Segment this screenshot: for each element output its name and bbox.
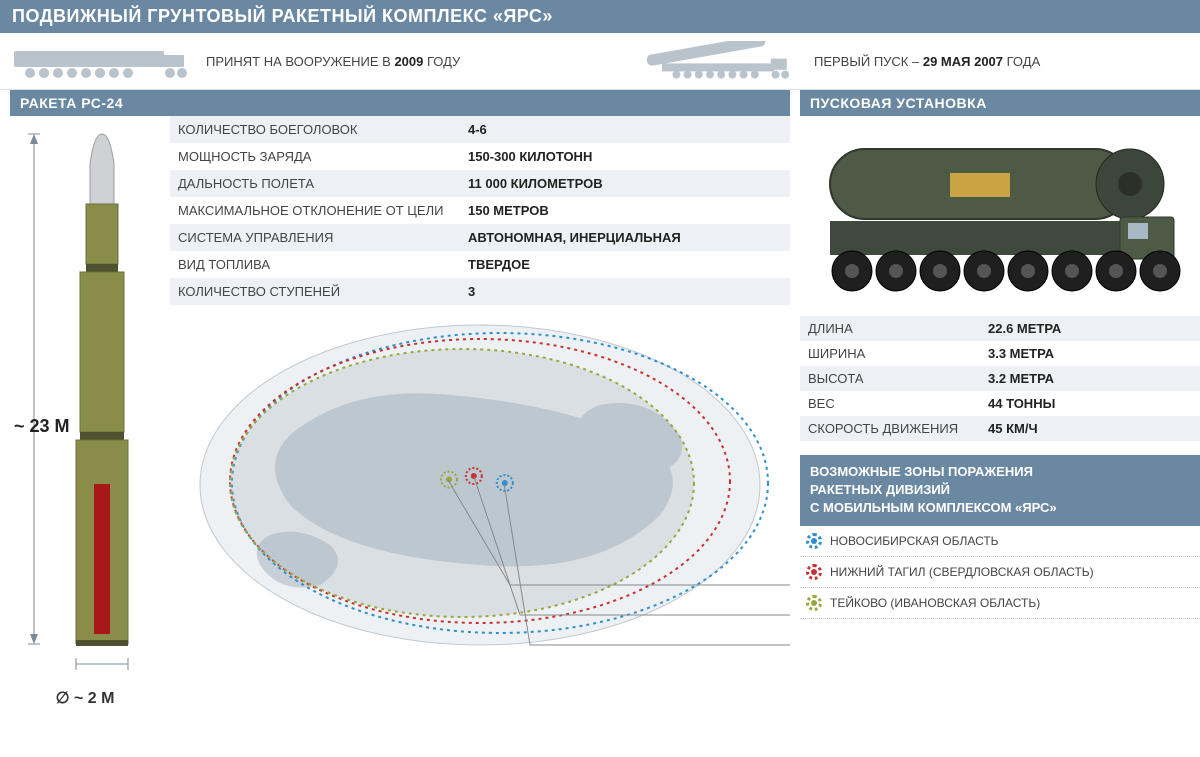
- launcher-spec-row: ВЕС44 ТОННЫ: [800, 391, 1200, 416]
- launcher-spec-row: ШИРИНА3.3 МЕТРА: [800, 341, 1200, 366]
- first-launch-date: 29 МАЯ 2007: [923, 54, 1003, 69]
- spec-value: 3.3 МЕТРА: [988, 346, 1192, 361]
- spec-key: МОЩНОСТЬ ЗАРЯДА: [178, 149, 468, 164]
- spec-key: СИСТЕМА УПРАВЛЕНИЯ: [178, 230, 468, 245]
- spec-key: ДАЛЬНОСТЬ ПОЛЕТА: [178, 176, 468, 191]
- first-launch-text: ПЕРВЫЙ ПУСК – 29 МАЯ 2007 ГОДА: [814, 54, 1040, 69]
- adopted-suffix: ГОДУ: [423, 54, 460, 69]
- adopted-prefix: ПРИНЯТ НА ВООРУЖЕНИЕ В: [206, 54, 394, 69]
- zones-legend: НОВОСИБИРСКАЯ ОБЛАСТЬ НИЖНИЙ ТАГИЛ (СВЕРД…: [800, 526, 1200, 619]
- legend-row: ТЕЙКОВО (ИВАНОВСКАЯ ОБЛАСТЬ): [800, 588, 1200, 619]
- legend-row: НОВОСИБИРСКАЯ ОБЛАСТЬ: [800, 526, 1200, 557]
- truck-silhouette-raised-icon: [620, 41, 800, 81]
- missile-specs-and-map: КОЛИЧЕСТВО БОЕГОЛОВОК4-6МОЩНОСТЬ ЗАРЯДА1…: [170, 116, 790, 708]
- adopted-text: ПРИНЯТ НА ВООРУЖЕНИЕ В 2009 ГОДУ: [206, 54, 460, 69]
- missile-section-header: РАКЕТА РС-24: [10, 90, 790, 116]
- truck-silhouette-deployed-icon: [12, 41, 192, 81]
- launcher-spec-row: СКОРОСТЬ ДВИЖЕНИЯ45 КМ/Ч: [800, 416, 1200, 441]
- launcher-vehicle-image: [800, 116, 1200, 316]
- spec-value: 22.6 МЕТРА: [988, 321, 1192, 336]
- spec-key: ВИД ТОПЛИВА: [178, 257, 468, 272]
- spec-key: МАКСИМАЛЬНОЕ ОТКЛОНЕНИЕ ОТ ЦЕЛИ: [178, 203, 468, 218]
- launcher-spec-table: ДЛИНА22.6 МЕТРАШИРИНА3.3 МЕТРАВЫСОТА3.2 …: [800, 316, 1200, 441]
- spec-value: 3: [468, 284, 782, 299]
- spec-value: 3.2 МЕТРА: [988, 371, 1192, 386]
- first-launch-block: ПЕРВЫЙ ПУСК – 29 МАЯ 2007 ГОДА: [620, 41, 1188, 81]
- adopted-year: 2009: [394, 54, 423, 69]
- spec-key: КОЛИЧЕСТВО СТУПЕНЕЙ: [178, 284, 468, 299]
- spec-key: СКОРОСТЬ ДВИЖЕНИЯ: [808, 421, 988, 436]
- spec-value: 150 МЕТРОВ: [468, 203, 782, 218]
- missile-height-label: ~ 23 М: [14, 416, 70, 437]
- page-title-band: ПОДВИЖНЫЙ ГРУНТОВЫЙ РАКЕТНЫЙ КОМПЛЕКС «Я…: [0, 0, 1200, 33]
- zones-header-line: ВОЗМОЖНЫЕ ЗОНЫ ПОРАЖЕНИЯ: [810, 463, 1190, 481]
- legend-label: ТЕЙКОВО (ИВАНОВСКАЯ ОБЛАСТЬ): [830, 596, 1040, 610]
- legend-dot-icon: [806, 595, 822, 611]
- missile-spec-row: МАКСИМАЛЬНОЕ ОТКЛОНЕНИЕ ОТ ЦЕЛИ150 МЕТРО…: [170, 197, 790, 224]
- legend-label: НИЖНИЙ ТАГИЛ (СВЕРДЛОВСКАЯ ОБЛАСТЬ): [830, 565, 1094, 579]
- launcher-vehicle-icon: [810, 121, 1190, 311]
- spec-value: ТВЕРДОЕ: [468, 257, 782, 272]
- legend-dot-icon: [806, 564, 822, 580]
- missile-spec-row: КОЛИЧЕСТВО СТУПЕНЕЙ3: [170, 278, 790, 305]
- legend-row: НИЖНИЙ ТАГИЛ (СВЕРДЛОВСКАЯ ОБЛАСТЬ): [800, 557, 1200, 588]
- zones-header-line: С МОБИЛЬНЫМ КОМПЛЕКСОМ «ЯРС»: [810, 499, 1190, 517]
- spec-value: 4-6: [468, 122, 782, 137]
- first-launch-suffix: ГОДА: [1003, 54, 1040, 69]
- spec-key: ШИРИНА: [808, 346, 988, 361]
- missile-spec-table: КОЛИЧЕСТВО БОЕГОЛОВОК4-6МОЩНОСТЬ ЗАРЯДА1…: [170, 116, 790, 305]
- top-meta-row: ПРИНЯТ НА ВООРУЖЕНИЕ В 2009 ГОДУ ПЕРВЫЙ …: [0, 33, 1200, 90]
- launcher-spec-row: ВЫСОТА3.2 МЕТРА: [800, 366, 1200, 391]
- spec-key: ВЫСОТА: [808, 371, 988, 386]
- spec-key: ДЛИНА: [808, 321, 988, 336]
- spec-value: 45 КМ/Ч: [988, 421, 1192, 436]
- spec-value: 44 ТОННЫ: [988, 396, 1192, 411]
- zones-header: ВОЗМОЖНЫЕ ЗОНЫ ПОРАЖЕНИЯ РАКЕТНЫХ ДИВИЗИ…: [800, 455, 1200, 526]
- spec-key: ВЕС: [808, 396, 988, 411]
- missile-spec-row: МОЩНОСТЬ ЗАРЯДА150-300 КИЛОТОНН: [170, 143, 790, 170]
- map-pin-dot-icon: [471, 473, 477, 479]
- missile-spec-row: ДАЛЬНОСТЬ ПОЛЕТА11 000 КИЛОМЕТРОВ: [170, 170, 790, 197]
- zones-header-line: РАКЕТНЫХ ДИВИЗИЙ: [810, 481, 1190, 499]
- spec-value: 150-300 КИЛОТОНН: [468, 149, 782, 164]
- missile-diameter-label: ∅ ~ 2 М: [10, 688, 160, 708]
- spec-value: 11 000 КИЛОМЕТРОВ: [468, 176, 782, 191]
- legend-label: НОВОСИБИРСКАЯ ОБЛАСТЬ: [830, 534, 999, 548]
- missile-icon: [20, 124, 150, 684]
- launcher-spec-row: ДЛИНА22.6 МЕТРА: [800, 316, 1200, 341]
- launcher-column: ДЛИНА22.6 МЕТРАШИРИНА3.3 МЕТРАВЫСОТА3.2 …: [800, 116, 1200, 708]
- missile-spec-row: КОЛИЧЕСТВО БОЕГОЛОВОК4-6: [170, 116, 790, 143]
- first-launch-prefix: ПЕРВЫЙ ПУСК –: [814, 54, 923, 69]
- page-title: ПОДВИЖНЫЙ ГРУНТОВЫЙ РАКЕТНЫЙ КОМПЛЕКС «Я…: [12, 6, 553, 26]
- legend-dot-icon: [806, 533, 822, 549]
- adopted-block: ПРИНЯТ НА ВООРУЖЕНИЕ В 2009 ГОДУ: [12, 41, 580, 81]
- missile-diagram: ~ 23 М ∅ ~ 2 М: [10, 116, 160, 708]
- spec-key: КОЛИЧЕСТВО БОЕГОЛОВОК: [178, 122, 468, 137]
- spec-value: АВТОНОМНАЯ, ИНЕРЦИАЛЬНАЯ: [468, 230, 782, 245]
- range-map: [170, 315, 790, 665]
- map-icon: [170, 315, 790, 665]
- missile-spec-row: ВИД ТОПЛИВАТВЕРДОЕ: [170, 251, 790, 278]
- launcher-section-header: ПУСКОВАЯ УСТАНОВКА: [800, 90, 1200, 116]
- missile-spec-row: СИСТЕМА УПРАВЛЕНИЯАВТОНОМНАЯ, ИНЕРЦИАЛЬН…: [170, 224, 790, 251]
